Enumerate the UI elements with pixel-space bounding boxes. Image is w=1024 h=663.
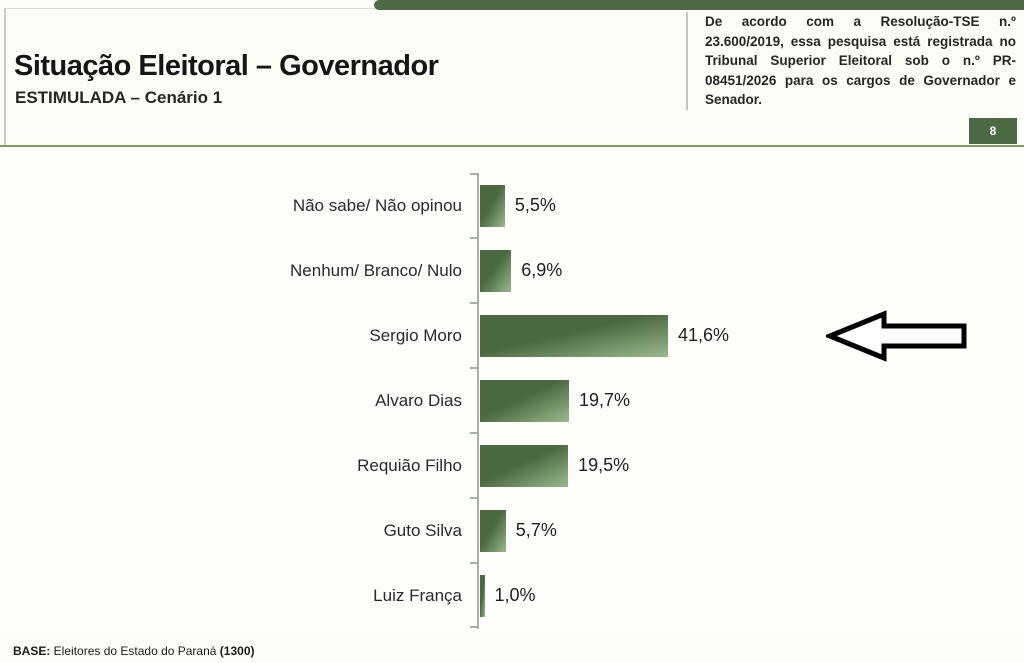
bar: [480, 444, 569, 487]
chart-axis: [470, 173, 479, 629]
base-count: (1300): [219, 644, 255, 658]
value-label: 41,6%: [678, 325, 730, 345]
bar: [480, 509, 506, 552]
chart-row: Luiz França 1,0%: [0, 563, 1024, 628]
category-label: Sergio Moro: [369, 325, 462, 345]
chart-row: Nenhum/ Branco/ Nulo 6,9%: [0, 238, 1024, 303]
axis-tick: [470, 237, 478, 239]
axis-tick: [470, 626, 478, 628]
value-label: 19,5%: [578, 455, 630, 475]
chart-row: Não sabe/ Não opinou 5,5%: [0, 173, 1024, 238]
category-label: Nenhum/ Branco/ Nulo: [290, 260, 462, 280]
bar: [480, 314, 668, 357]
page-title: Situação Eleitoral – Governador: [14, 50, 439, 82]
left-arrow-icon: [826, 310, 967, 362]
chart-row: Sergio Moro 41,6%: [0, 303, 1024, 368]
value-label: 6,9%: [521, 260, 563, 280]
bar: [480, 184, 505, 227]
axis-tick: [470, 173, 478, 175]
value-label: 5,7%: [515, 520, 557, 540]
header-accent-bar: [374, 0, 1024, 10]
value-label: 19,7%: [579, 390, 631, 410]
page-number-badge: 8: [969, 118, 1017, 144]
axis-tick: [470, 432, 478, 434]
category-label: Luiz França: [373, 585, 462, 605]
bar: [480, 379, 569, 422]
axis-tick: [470, 562, 478, 564]
axis-tick: [470, 302, 478, 304]
bar-chart: Não sabe/ Não opinou 5,5% Nenhum/ Branco…: [0, 147, 1024, 630]
chart-row: Alvaro Dias 19,7%: [0, 368, 1024, 433]
bar: [480, 249, 512, 292]
category-label: Não sabe/ Não opinou: [292, 195, 462, 215]
axis-tick: [470, 367, 478, 369]
base-note: BASE: Eleitores do Estado do Paraná (130…: [13, 644, 254, 658]
chart-rows: Não sabe/ Não opinou 5,5% Nenhum/ Branco…: [0, 173, 1024, 628]
chart-row: Guto Silva 5,7%: [0, 498, 1024, 563]
base-text: Eleitores do Estado do Paraná: [50, 644, 220, 658]
header-left-border: [4, 8, 6, 145]
axis-tick: [470, 497, 478, 499]
category-label: Guto Silva: [383, 520, 462, 540]
regulatory-note: De acordo com a Resolução-TSE n.º 23.600…: [686, 12, 1016, 110]
value-label: 1,0%: [494, 585, 536, 605]
header-divider: [0, 145, 1024, 147]
value-label: 5,5%: [514, 195, 556, 215]
category-label: Alvaro Dias: [375, 390, 462, 410]
page-subtitle: ESTIMULADA – Cenário 1: [15, 88, 223, 107]
category-label: Requião Filho: [357, 455, 462, 475]
base-label: BASE:: [13, 644, 51, 658]
bar: [480, 574, 485, 617]
chart-row: Requião Filho 19,5%: [0, 433, 1024, 498]
